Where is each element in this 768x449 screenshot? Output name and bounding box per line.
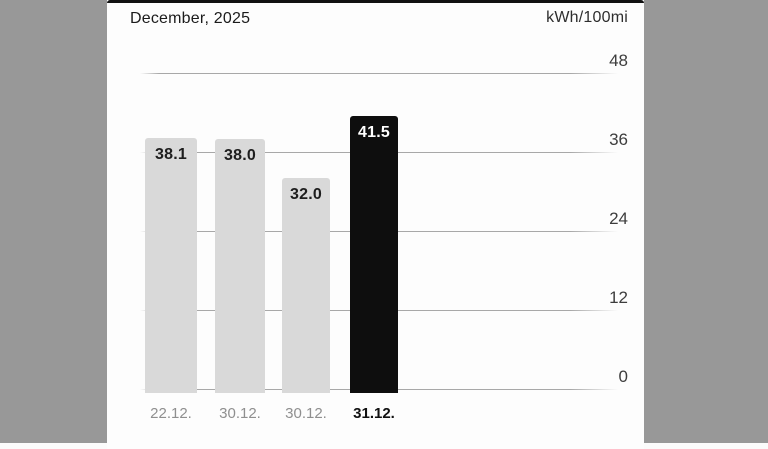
bar-day-4-selected[interactable]: 41.5 — [350, 115, 398, 393]
card-top-edge — [107, 0, 644, 3]
y-tick-label: 36 — [609, 130, 628, 149]
bar-day-1[interactable]: 38.1 — [145, 138, 197, 393]
y-tick-label: 12 — [609, 288, 628, 307]
x-axis-label: 30.12. — [285, 405, 327, 422]
y-axis-unit-label: kWh/100mi — [546, 9, 628, 26]
y-tick-label: 48 — [609, 51, 628, 70]
chart-card: December, 2025 kWh/100mi 48 36 24 12 0 3… — [107, 0, 644, 449]
bar-day-2[interactable]: 38.0 — [215, 138, 265, 393]
x-axis-label-selected: 31.12. — [353, 405, 395, 422]
bar-value-label: 32.0 — [290, 186, 322, 204]
x-axis-label: 22.12. — [150, 405, 192, 422]
y-tick-label: 24 — [609, 209, 628, 228]
gridline — [140, 73, 618, 74]
bar-value-label: 41.5 — [358, 123, 390, 141]
background-pillar-left — [0, 0, 107, 443]
x-axis-label: 30.12. — [219, 405, 261, 422]
y-tick-label: 0 — [618, 367, 628, 386]
bar-value-label: 38.0 — [224, 146, 256, 164]
background-pillar-right — [644, 0, 768, 443]
bar-value-label: 38.1 — [155, 146, 187, 164]
chart-title: December, 2025 — [130, 10, 251, 27]
bar-day-3[interactable]: 32.0 — [282, 178, 330, 393]
